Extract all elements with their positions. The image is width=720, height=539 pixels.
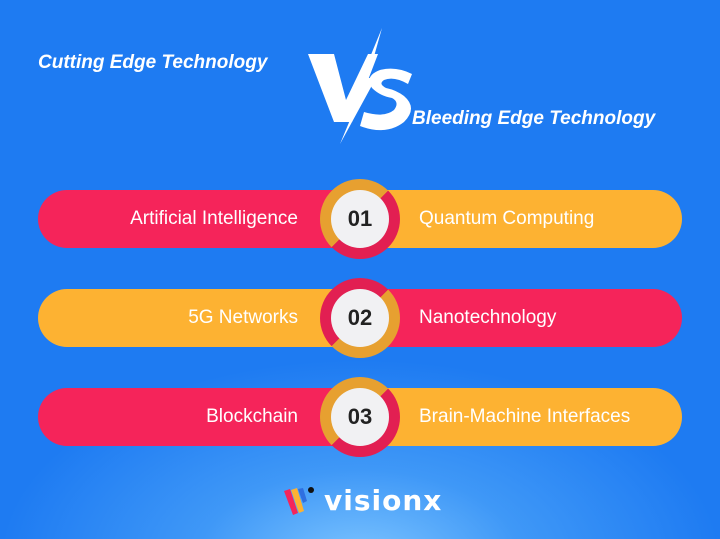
number-ring: 01 <box>320 179 400 259</box>
right-bar <box>352 190 682 248</box>
right-label: Quantum Computing <box>419 208 595 229</box>
comparison-row: Artificial Intelligence Quantum Computin… <box>38 179 682 259</box>
left-label: Blockchain <box>206 406 298 427</box>
left-bar <box>38 289 368 347</box>
right-bar <box>352 388 682 446</box>
left-bar <box>38 388 368 446</box>
left-label: Artificial Intelligence <box>130 208 298 229</box>
right-label: Nanotechnology <box>419 307 557 328</box>
right-bar <box>352 289 682 347</box>
number-ring: 02 <box>320 278 400 358</box>
left-bar <box>38 190 368 248</box>
right-label: Brain-Machine Interfaces <box>419 406 631 427</box>
row-number: 03 <box>331 388 389 446</box>
brand-logo: visionx <box>282 484 442 517</box>
row-number: 02 <box>331 289 389 347</box>
visionx-logo-icon <box>284 486 314 515</box>
number-ring: 03 <box>320 377 400 457</box>
brand-name: visionx <box>324 484 443 517</box>
left-label: 5G Networks <box>188 307 298 328</box>
left-title: Cutting Edge Technology <box>38 52 268 73</box>
row-number: 01 <box>331 190 389 248</box>
vs-logo <box>308 28 412 144</box>
right-title: Bleeding Edge Technology <box>412 108 656 129</box>
comparison-row: 5G Networks Nanotechnology 02 <box>38 278 682 358</box>
comparison-row: Blockchain Brain-Machine Interfaces 03 <box>38 377 682 457</box>
